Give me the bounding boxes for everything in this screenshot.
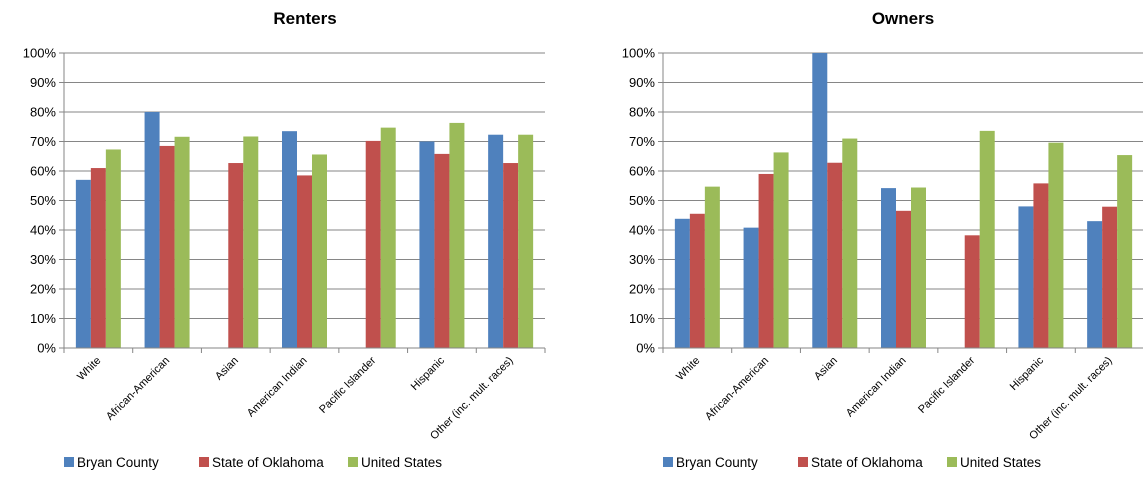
bar-united-states (773, 152, 789, 348)
x-category-label: African-American (703, 355, 771, 423)
bar-united-states (449, 122, 465, 348)
bar-state-of-oklahoma (503, 163, 519, 348)
legend-label: Bryan County (77, 455, 159, 470)
bar-state-of-oklahoma (365, 140, 381, 348)
x-category-label: Pacific Islander (916, 354, 977, 415)
bar-united-states (380, 127, 396, 348)
x-category-label: Hispanic (1008, 354, 1047, 393)
bar-state-of-oklahoma (1102, 206, 1118, 348)
bar-state-of-oklahoma (964, 235, 980, 348)
x-category-label: Pacific Islander (317, 354, 378, 415)
chart-title: Renters (273, 9, 336, 28)
x-category-label: Asian (812, 355, 840, 383)
y-tick-label: 100% (622, 46, 656, 61)
bar-state-of-oklahoma (827, 162, 843, 348)
bar-bryan-county (75, 179, 91, 348)
bar-united-states (704, 186, 720, 348)
bar-bryan-county (144, 112, 160, 348)
x-category-label: American Indian (844, 355, 909, 420)
bar-state-of-oklahoma (297, 175, 312, 348)
bar-united-states (979, 130, 995, 348)
bar-united-states (842, 138, 858, 348)
bar-state-of-oklahoma (90, 168, 106, 348)
bar-state-of-oklahoma (689, 213, 705, 348)
y-tick-label: 50% (629, 193, 655, 208)
y-tick-label: 0% (636, 341, 655, 356)
x-category-label: African-American (104, 355, 172, 423)
y-tick-label: 0% (37, 341, 56, 356)
legend-swatch (663, 457, 673, 467)
y-tick-label: 80% (629, 105, 655, 120)
y-tick-label: 100% (23, 46, 57, 61)
bar-bryan-county (812, 53, 828, 348)
bar-bryan-county (674, 218, 690, 348)
bar-united-states (911, 187, 926, 348)
bar-united-states (312, 154, 327, 348)
bar-bryan-county (1018, 206, 1034, 348)
bar-state-of-oklahoma (434, 153, 450, 348)
x-category-label: Hispanic (409, 354, 448, 393)
y-tick-label: 30% (629, 252, 655, 267)
y-tick-label: 40% (629, 223, 655, 238)
y-tick-label: 40% (30, 223, 56, 238)
legend-label: State of Oklahoma (212, 455, 324, 470)
x-category-label: Asian (213, 355, 241, 383)
y-tick-label: 50% (30, 193, 56, 208)
bar-united-states (1117, 155, 1133, 348)
legend-label: Bryan County (676, 455, 758, 470)
bar-state-of-oklahoma (1033, 183, 1049, 348)
x-category-label: White (75, 355, 103, 383)
bar-state-of-oklahoma (228, 163, 244, 348)
legend-label: United States (960, 455, 1041, 470)
y-tick-label: 10% (30, 311, 56, 326)
legend-swatch (199, 457, 209, 467)
y-tick-label: 90% (629, 75, 655, 90)
y-tick-label: 60% (629, 164, 655, 179)
y-tick-label: 20% (629, 282, 655, 297)
chart-title: Owners (872, 9, 934, 28)
bar-bryan-county (282, 131, 297, 348)
y-tick-label: 60% (30, 164, 56, 179)
bar-bryan-county (743, 227, 759, 348)
legend-label: United States (361, 455, 442, 470)
legend-label: State of Oklahoma (811, 455, 923, 470)
legend-swatch (798, 457, 808, 467)
bar-state-of-oklahoma (159, 145, 175, 348)
bar-united-states (105, 149, 121, 348)
bar-bryan-county (1087, 221, 1103, 348)
y-tick-label: 30% (30, 252, 56, 267)
y-tick-label: 70% (629, 134, 655, 149)
y-tick-label: 10% (629, 311, 655, 326)
bar-united-states (518, 134, 534, 348)
bar-united-states (174, 136, 190, 348)
bar-bryan-county (419, 141, 435, 348)
y-tick-label: 70% (30, 134, 56, 149)
chart-0: Renters 0% 10% 20% 30% 40% 50% 60% 70% 80% 90% 100%… (23, 9, 546, 470)
bar-bryan-county (488, 134, 504, 348)
x-category-label: American Indian (245, 355, 310, 420)
bar-united-states (1048, 142, 1064, 348)
x-category-label: White (674, 355, 702, 383)
bar-state-of-oklahoma (896, 210, 911, 348)
y-tick-label: 20% (30, 282, 56, 297)
bar-state-of-oklahoma (758, 173, 774, 348)
y-tick-label: 90% (30, 75, 56, 90)
legend-swatch (64, 457, 74, 467)
chart-1: Owners 0% 10% 20% 30% 40% 50% 60% 70% 80% 90% 100% W… (622, 9, 1143, 470)
bar-united-states (243, 136, 259, 348)
legend-swatch (348, 457, 358, 467)
y-tick-label: 80% (30, 105, 56, 120)
bar-bryan-county (881, 188, 896, 348)
legend-swatch (947, 457, 957, 467)
